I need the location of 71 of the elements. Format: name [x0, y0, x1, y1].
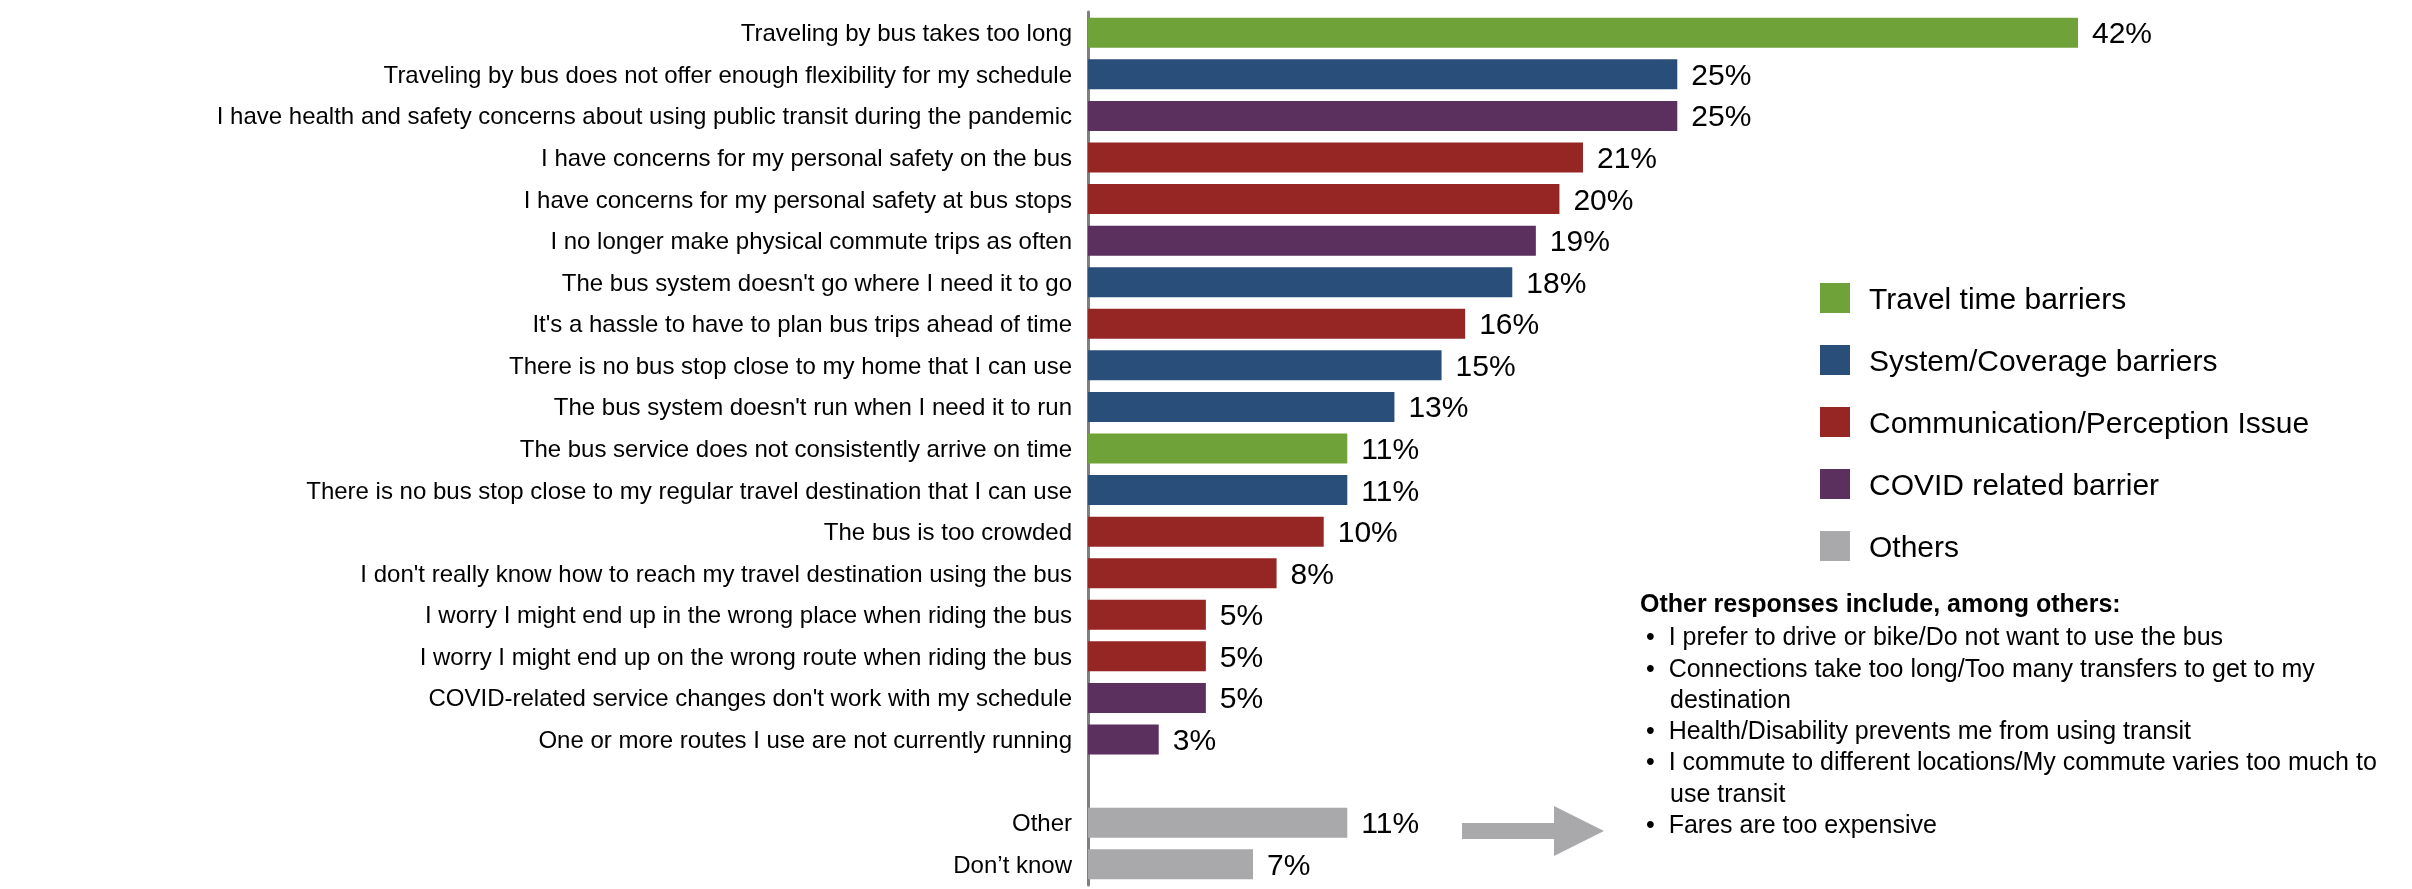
data-label: 21%: [1597, 141, 1658, 174]
annotation: • I prefer to drive or bike/Do not want to use the bus: [1646, 621, 2225, 653]
y-tick-label: COVID-related service changes don't work with my schedule: [428, 684, 1072, 712]
data-label: 8%: [1290, 556, 1334, 590]
y-tick-label: I worry I might end up in the wrong place when riding the bus: [424, 601, 1072, 629]
y-tick-label: I have concerns for my personal safety at bus stops: [523, 185, 1072, 213]
bar: [1088, 17, 2078, 48]
bar: [1088, 100, 1678, 131]
bar: [1088, 142, 1583, 173]
y-tick-label: Don’t know: [953, 850, 1073, 878]
bar: [1088, 350, 1442, 381]
annotation: • Fares are too expensive: [1646, 808, 1938, 840]
bar: [1088, 184, 1560, 215]
y-tick-label: Other: [1011, 809, 1072, 837]
data-label: 11%: [1361, 473, 1420, 507]
data-label: 25%: [1691, 57, 1752, 91]
y-tick-label: The bus system doesn't go where I need it to go: [561, 268, 1072, 296]
y-tick-label: Traveling by bus takes too long: [740, 19, 1072, 47]
legend-label: COVID related barrier: [1869, 467, 2160, 501]
bar: [1088, 516, 1324, 547]
data-label: 16%: [1479, 307, 1540, 341]
bar: [1088, 225, 1536, 256]
bar: [1088, 308, 1466, 339]
data-label: 5%: [1219, 598, 1264, 632]
data-label: 20%: [1573, 182, 1634, 216]
y-tick-label: One or more routes I use are not currently running: [538, 726, 1072, 753]
y-tick-label: The bus is too crowded: [823, 518, 1072, 546]
data-label: 11%: [1361, 806, 1420, 840]
y-tick-label: There is no bus stop close to my home that I can use: [509, 351, 1072, 379]
y-tick-label: The bus service does not consistently arrive on time: [519, 435, 1072, 462]
bar: [1088, 475, 1348, 506]
y-tick-label: Traveling by bus does not offer enough flexibility for my schedule: [383, 60, 1072, 88]
y-tick-label: I have concerns for my personal safety on the bus: [541, 144, 1072, 171]
annotation: • Connections take too long/Too many transfers to get to my destination: [1646, 652, 2316, 715]
bar: [1088, 641, 1206, 672]
data-label: 5%: [1219, 639, 1264, 673]
annotation: • I commute to different locations/My commute varies too much to use transit: [1646, 746, 2378, 809]
bar: [1088, 59, 1678, 90]
bar: [1088, 433, 1348, 464]
bar: [1088, 724, 1159, 755]
y-tick-label: I no longer make physical commute trips as often: [550, 227, 1072, 255]
data-label: 10%: [1337, 515, 1398, 549]
y-tick-label: I worry I might end up on the wrong route when riding the bus: [419, 642, 1072, 670]
bar: [1088, 391, 1395, 422]
annotation: Other responses include, among others:: [1640, 588, 2122, 619]
data-label: 25%: [1691, 99, 1752, 133]
y-tick-label: I have health and safety concerns about using public transit during the pandemic: [216, 102, 1072, 130]
legend-label: System/Coverage barriers: [1869, 343, 2218, 377]
legend-label: Travel time barriers: [1869, 281, 2127, 315]
y-tick-label: There is no bus stop close to my regular travel destination that I can use: [306, 476, 1072, 504]
y-tick-label: The bus system doesn't run when I need it to run: [553, 393, 1072, 421]
y-tick-label: It's a hassle to have to plan bus trips ahead of time: [532, 310, 1072, 338]
bar: [1088, 682, 1206, 713]
data-label: 19%: [1549, 224, 1610, 258]
bar: [1088, 267, 1513, 298]
legend-label: Communication/Perception Issue: [1869, 405, 2310, 439]
data-label: 5%: [1219, 681, 1264, 715]
data-label: 15%: [1455, 348, 1516, 382]
bar: [1088, 599, 1206, 630]
annotation: • Health/Disability prevents me from using transit: [1646, 715, 2193, 746]
data-label: 13%: [1408, 390, 1469, 424]
data-label: 11%: [1361, 432, 1420, 465]
bar: [1088, 849, 1253, 880]
legend-label: Others: [1869, 529, 1960, 563]
data-label: 18%: [1526, 265, 1587, 299]
bar: [1088, 807, 1348, 838]
bar: [1088, 558, 1277, 589]
data-label: 42%: [2092, 16, 2153, 50]
y-tick-label: I don't really know how to reach my travel destination using the bus: [360, 559, 1072, 587]
data-label: 3%: [1172, 723, 1217, 756]
data-label: 7%: [1267, 847, 1311, 881]
